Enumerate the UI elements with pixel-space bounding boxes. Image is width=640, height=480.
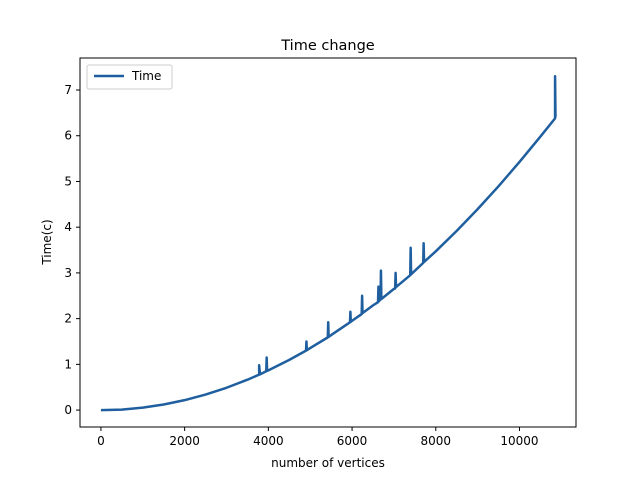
y-tick-label: 6: [64, 129, 72, 143]
x-tick-label: 2000: [169, 434, 200, 448]
y-tick-label: 3: [64, 266, 72, 280]
y-tick-label: 7: [64, 83, 72, 97]
legend: Time: [86, 64, 173, 90]
series-line-time: [100, 75, 557, 412]
y-tick-label: 1: [64, 357, 72, 371]
x-tick-label: 4000: [253, 434, 284, 448]
x-tick-label: 6000: [337, 434, 368, 448]
x-axis-ticks: 0 2000 4000 6000 8000 10000: [97, 427, 539, 448]
x-tick-label: 0: [97, 434, 105, 448]
y-tick-label: 2: [64, 312, 72, 326]
y-tick-label: 5: [64, 174, 72, 188]
y-tick-label: 0: [64, 403, 72, 417]
x-tick-label: 10000: [500, 434, 538, 448]
x-axis-label: number of vertices: [271, 456, 385, 470]
legend-label-time: Time: [131, 69, 161, 83]
x-tick-label: 8000: [421, 434, 452, 448]
y-axis-label: Time(c): [40, 219, 54, 265]
plot-area: [100, 75, 557, 412]
axes-frame: [79, 57, 577, 428]
y-axis-ticks: 0 1 2 3 4 5 6 7: [64, 83, 80, 417]
y-tick-label: 4: [64, 220, 72, 234]
chart-title: Time change: [280, 38, 375, 54]
legend-box: [86, 64, 173, 90]
